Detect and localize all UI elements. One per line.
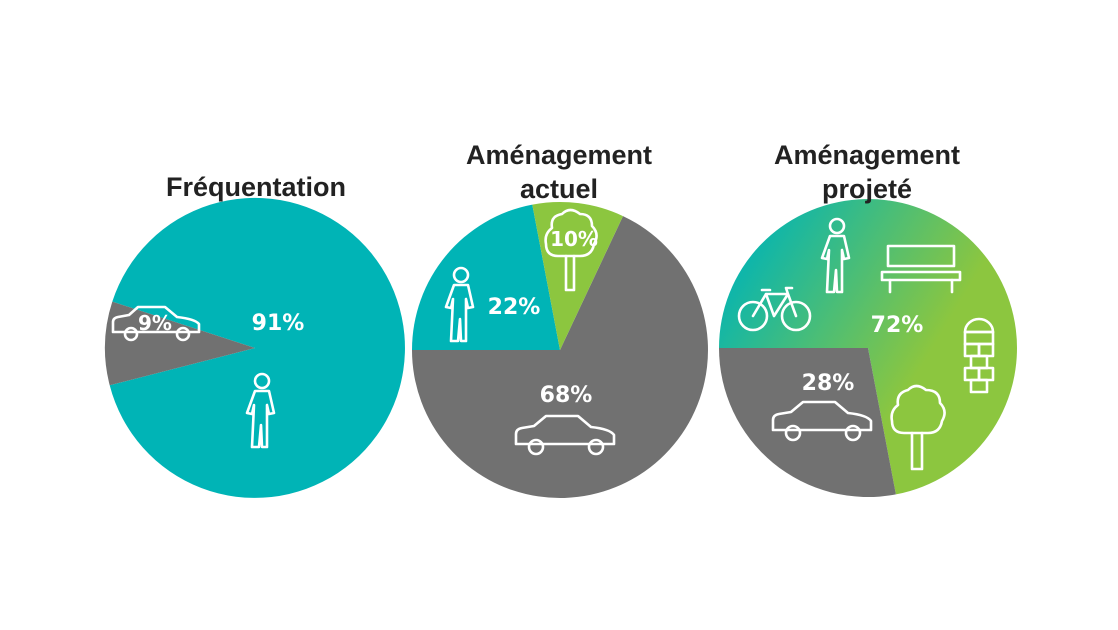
slice-green-10 — [532, 201, 623, 350]
slice-label-car: 28% — [802, 371, 855, 396]
chart-title-amenagement-actuel: Aménagement actuel — [429, 138, 689, 206]
chart-title-line-2: projeté — [821, 174, 913, 204]
slice-walk-91 — [109, 197, 405, 498]
chart-title-line-1: Aménagement — [465, 140, 653, 170]
chart-title-frequentation: Fréquentation — [126, 170, 386, 204]
car-icon — [111, 305, 201, 342]
slice-car-9 — [104, 301, 255, 386]
pedestrian-icon — [820, 217, 851, 294]
chart-frequentation: 91% 9% — [104, 197, 405, 498]
slice-car-28 — [719, 348, 896, 498]
tree-icon — [544, 208, 598, 292]
hopscotch-icon — [963, 317, 995, 394]
slice-label-green: 10% — [550, 227, 598, 251]
bicycle-icon — [737, 286, 812, 332]
chart-title-amenagement-projete: Aménagement projeté — [737, 138, 997, 206]
pedestrian-icon — [245, 372, 276, 449]
bench-icon — [880, 244, 962, 294]
slice-label-shared-space: 72% — [871, 313, 924, 338]
chart-amenagement-projete: 72% 28% — [719, 199, 1017, 498]
car-icon — [514, 414, 616, 456]
pedestrian-icon — [444, 266, 475, 343]
slice-label-car: 68% — [540, 383, 593, 408]
slice-car-68 — [412, 216, 708, 499]
tree-icon — [890, 384, 946, 471]
slice-label-walk: 91% — [252, 311, 305, 336]
chart-title-line: Fréquentation — [166, 172, 346, 202]
slice-walk-22 — [412, 204, 560, 350]
chart-title-line-2: actuel — [519, 174, 599, 204]
chart-title-line-1: Aménagement — [773, 140, 961, 170]
car-icon — [771, 400, 873, 442]
slice-label-walk: 22% — [488, 295, 541, 320]
chart-amenagement-actuel: 68% 22% 10% — [412, 201, 708, 499]
